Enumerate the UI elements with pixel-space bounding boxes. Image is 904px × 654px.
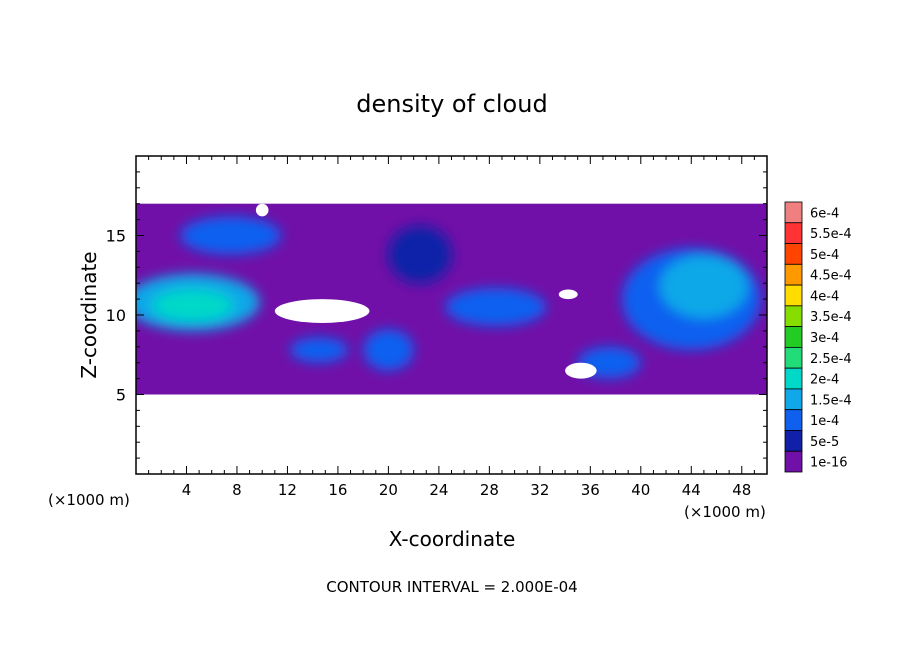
x-tick-label: 16 [328,481,347,499]
x-tick-label: 40 [631,481,650,499]
colorbar-swatch [784,201,803,224]
x-unit-right: (×1000 m) [684,503,766,521]
y-axis-label: Z-coordinate [77,251,101,378]
colorbar-swatch [784,243,803,265]
colorbar-label: 1e-4 [810,414,839,429]
y-tick-label: 5 [116,386,126,405]
colorbar-swatch [784,409,803,431]
colorbar-label: 1e-16 [810,456,848,471]
colorbar-label: 3.5e-4 [810,310,852,325]
density-field [136,203,767,395]
colorbar-label: 5.5e-4 [810,227,852,242]
y-tick-label: 10 [106,306,126,325]
x-tick-label: 28 [480,481,499,499]
cloud-cell [363,329,414,371]
colorbar-label: 1.5e-4 [810,393,852,408]
colorbar-label: 5e-5 [810,435,839,450]
x-tick-label: 12 [278,481,297,499]
colorbar-label: 2e-4 [810,373,839,388]
x-tick-label: 32 [530,481,549,499]
x-tick-label: 36 [581,481,600,499]
colorbar-swatch [784,326,803,348]
colorbar-label: 6e-4 [810,206,839,221]
chart-title: density of cloud [356,90,547,118]
cloud-cells [136,216,761,379]
x-tick-label: 48 [732,481,751,499]
colorbar-swatch [784,263,803,286]
x-axis-label: X-coordinate [389,527,516,551]
colorbar-label: 4e-4 [810,289,839,304]
colorbar-swatch [784,222,803,244]
colorbar-swatch [784,430,803,452]
x-tick-label: 44 [682,481,701,499]
x-tick-label: 20 [379,481,398,499]
x-tick-label: 24 [429,481,448,499]
cloud-cell [388,225,452,284]
colorbar-label: 3e-4 [810,331,839,346]
y-axis-ticks: 5 10 15 [106,171,767,459]
cloud-cell [445,287,547,327]
colorbar-swatch [784,284,803,307]
colorbar-label: 4.5e-4 [810,269,852,284]
clear-gap [255,203,269,217]
colorbar-swatch [784,367,803,390]
colorbar-swatch [784,388,803,411]
colorbar-swatch [784,305,803,328]
contour-interval-note: CONTOUR INTERVAL = 2.000E-04 [326,578,577,596]
colorbar: 6e-4 5.5e-4 5e-4 4.5e-4 4e-4 3.5e-4 3e-4 2.5e-4… [784,201,852,473]
colorbar-swatch [784,346,803,369]
x-tick-label: 8 [232,481,242,499]
cloud-cell [659,254,749,319]
colorbar-label: 2.5e-4 [810,352,852,367]
cloud-cell [289,337,349,363]
x-tick-label: 4 [182,481,192,499]
colorbar-swatch [784,450,803,473]
cloud-cell [152,289,234,322]
x-unit-left: (×1000 m) [48,491,130,509]
clear-gap [274,299,370,323]
x-axis-ticks: 4 8 12 16 20 24 28 32 36 40 44 48 [148,156,755,499]
cloud-cell [180,216,282,255]
y-tick-label: 15 [106,227,126,246]
clear-gap [558,289,578,300]
clear-gap [565,362,597,379]
colorbar-label: 5e-4 [810,248,839,263]
